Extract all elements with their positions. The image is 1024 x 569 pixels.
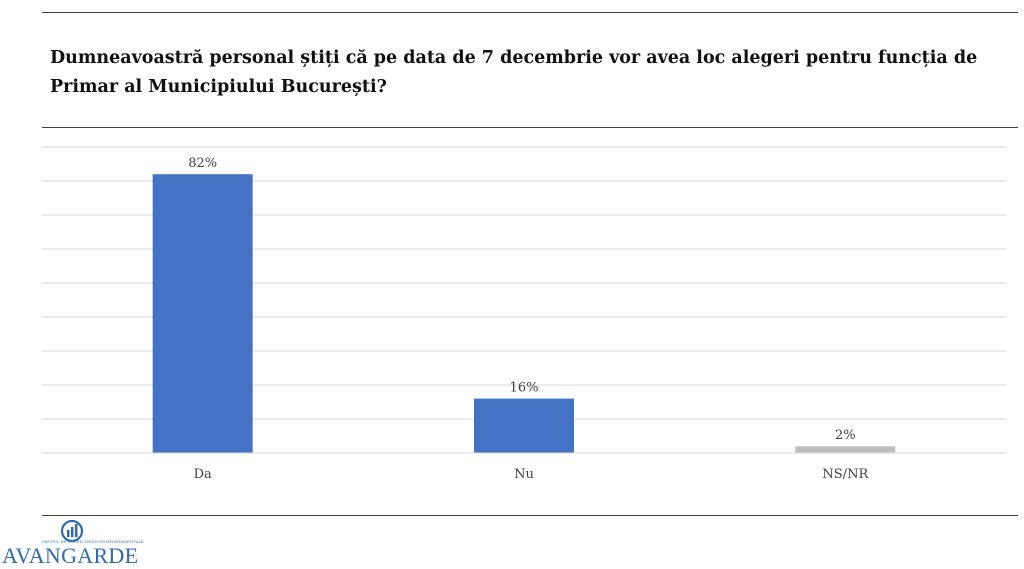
- category-label: NS/NR: [822, 467, 869, 482]
- data-label: 82%: [188, 156, 217, 171]
- bar-da: [152, 174, 253, 453]
- category-label: Da: [194, 467, 212, 482]
- data-label: 2%: [835, 428, 856, 443]
- question-title: Dumneavoastră personal știți că pe data …: [50, 48, 978, 97]
- title-divider: [42, 127, 1018, 128]
- logo-emblem-icon: [60, 519, 84, 543]
- bar-nsnr: [795, 446, 896, 453]
- category-label: Nu: [514, 467, 534, 482]
- avangarde-logo: GRUPUL DE STUDII SOCIO-COMPORTAMENTALE A…: [2, 516, 152, 568]
- data-label: 16%: [510, 381, 539, 396]
- logo-wordmark: AVANGARDE: [2, 543, 139, 568]
- bottom-divider: [42, 515, 1018, 516]
- top-divider: [42, 12, 1018, 13]
- bar-nu: [474, 398, 574, 453]
- logo-subtitle: GRUPUL DE STUDII SOCIO-COMPORTAMENTALE: [42, 540, 144, 544]
